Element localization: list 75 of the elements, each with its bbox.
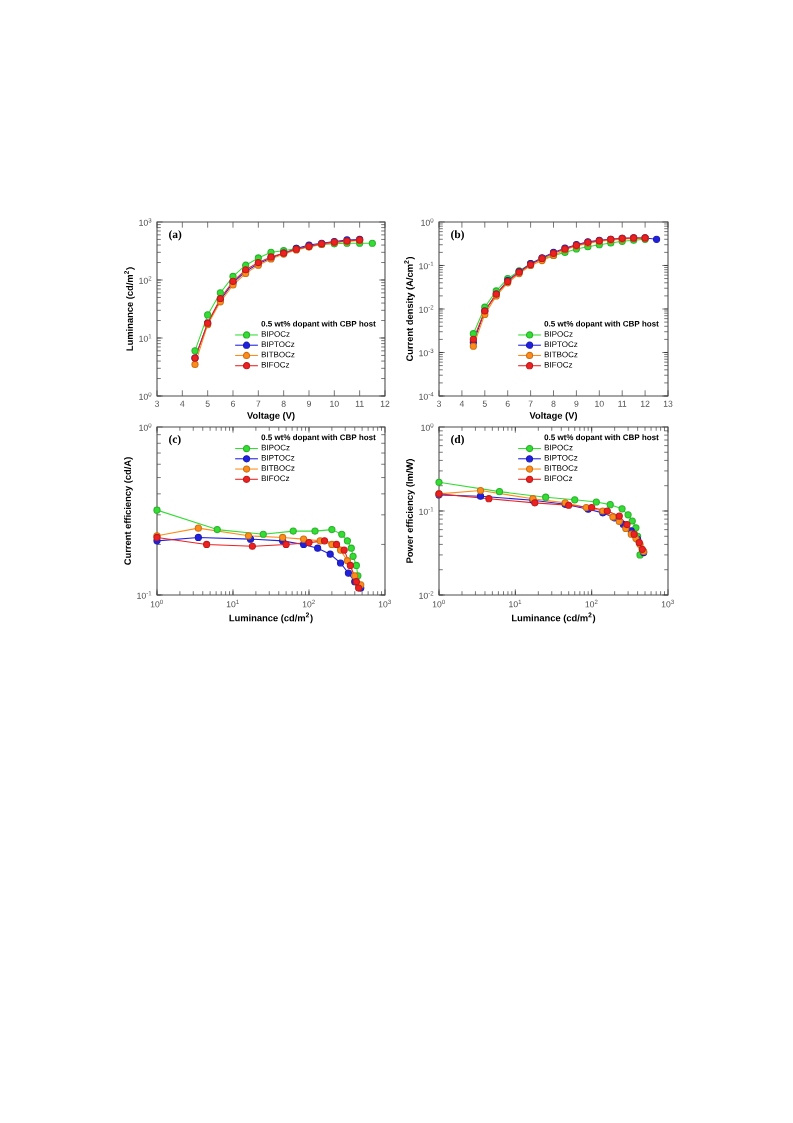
y-axis-title: Luminance (cd/m$^{2}$) (124, 267, 135, 351)
legend-label: BIFOCz (261, 475, 290, 482)
legend-label: BIFOCz (261, 361, 290, 368)
y-tick-label: 10$^{-1}$ (137, 591, 152, 599)
x-axis-title: Luminance (cd/m$^{2}$) (512, 612, 596, 624)
x-tick-label: 10$^{2}$ (585, 599, 598, 608)
x-tick-label: 3 (154, 400, 160, 407)
x-tick-label: 4 (459, 400, 465, 407)
y-tick-label: 10$^{2}$ (139, 276, 152, 284)
x-tick-label: 9 (574, 400, 579, 407)
legend-label: BIPOCz (261, 331, 290, 337)
legend-title: 0.5 wt% dopant with CBP host (544, 320, 659, 329)
x-tick-label: 3 (436, 400, 442, 407)
x-tick-label: 8 (281, 400, 286, 407)
text: (b) (451, 230, 464, 241)
legend-label: BIPOCz (261, 444, 290, 451)
legend-label: BIPOCz (544, 331, 573, 337)
y-tick-label: 10$^{1}$ (139, 334, 152, 342)
y-tick-label: 10$^{0}$ (421, 423, 434, 431)
x-tick-label: 10$^{2}$ (302, 599, 315, 608)
x-tick-label: 7 (528, 400, 533, 407)
legend-label: BIPOCz (544, 444, 573, 451)
y-axis-title: Power efficiency (lm/W) (406, 459, 415, 563)
x-tick-label: 10$^{1}$ (226, 599, 239, 608)
x-tick-label: 8 (551, 400, 556, 407)
legend-label: BIFOCz (544, 361, 573, 368)
legend-label: BIPTOCz (544, 341, 578, 348)
y-tick-label: 10$^{-1}$ (419, 507, 434, 515)
x-tick-label: 5 (205, 400, 210, 407)
x-tick-label: 10 (330, 400, 339, 407)
y-tick-label: 10$^{-2}$ (419, 305, 434, 313)
legend-label: BITBOCz (261, 465, 295, 471)
x-tick-label: 9 (306, 400, 311, 407)
text: (c) (169, 435, 181, 446)
x-tick-label: 10$^{3}$ (378, 599, 391, 608)
x-tick-label: 11 (355, 400, 364, 407)
x-tick-label: 6 (505, 400, 510, 407)
y-axis-title: Current density (A/cm$^{2}$) (404, 256, 415, 362)
legend-label: BITBOCz (544, 465, 578, 471)
x-tick-label: 7 (256, 400, 261, 407)
y-tick-label: 10$^{0}$ (421, 218, 434, 226)
y-tick-label: 10$^{-3}$ (419, 348, 434, 357)
x-tick-label: 10$^{0}$ (432, 599, 445, 608)
x-tick-label: 13 (663, 400, 673, 407)
legend-label: BITBOCz (261, 351, 295, 358)
text: (a) (169, 230, 182, 241)
y-tick-label: 10$^{0}$ (139, 423, 152, 431)
legend-label: BITBOCz (544, 351, 578, 358)
legend-label: BIFOCz (544, 475, 573, 482)
legend-title: 0.5 wt% dopant with CBP host (261, 320, 376, 329)
x-tick-label: 12 (380, 400, 390, 407)
legend-label: BIPTOCz (261, 341, 295, 348)
x-tick-label: 10$^{1}$ (509, 599, 522, 608)
y-tick-label: 10$^{0}$ (139, 392, 152, 400)
y-tick-label: 10$^{-2}$ (419, 591, 434, 599)
x-axis-title: Voltage (V) (529, 412, 578, 421)
y-tick-label: 10$^{-4}$ (419, 392, 434, 400)
x-axis-title: Voltage (V) (247, 412, 295, 421)
text: (d) (451, 435, 464, 446)
legend-label: BIPTOCz (261, 454, 295, 461)
x-axis-title: Luminance (cd/m$^{2}$) (229, 612, 313, 624)
x-tick-label: 11 (618, 400, 627, 407)
y-tick-label: 10$^{3}$ (139, 218, 152, 226)
legend-title: 0.5 wt% dopant with CBP host (544, 434, 659, 442)
legend-label: BIPTOCz (544, 454, 578, 461)
x-tick-label: 10 (595, 400, 604, 407)
x-tick-label: 5 (482, 400, 487, 407)
x-tick-label: 10$^{0}$ (150, 599, 163, 608)
x-tick-label: 10$^{3}$ (661, 599, 674, 608)
x-tick-label: 12 (640, 400, 650, 407)
y-tick-label: 10$^{-1}$ (419, 261, 434, 270)
x-tick-label: 6 (231, 400, 236, 407)
x-tick-label: 4 (180, 400, 185, 407)
y-axis-title: Current efficiency (cd/A) (124, 457, 133, 565)
legend-title: 0.5 wt% dopant with CBP host (261, 434, 376, 442)
